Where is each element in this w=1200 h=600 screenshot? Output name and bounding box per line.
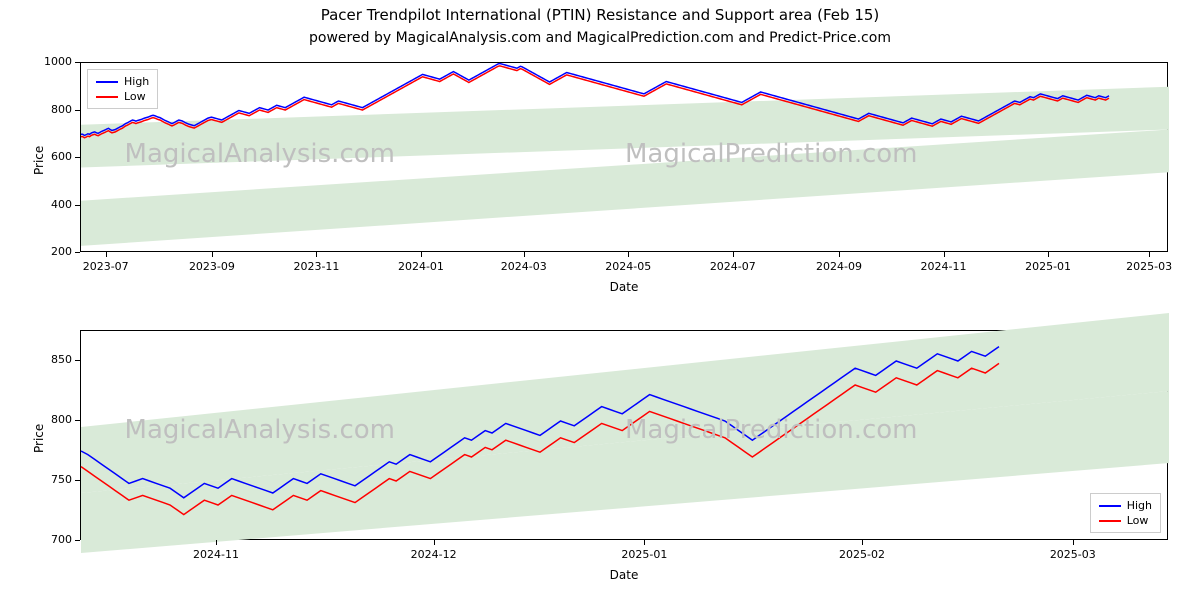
- top-chart-svg: [81, 63, 1169, 253]
- y-axis-label: Price: [32, 424, 46, 453]
- legend-swatch-high: [1099, 505, 1121, 507]
- x-tick-label: 2023-09: [189, 260, 235, 273]
- y-tick-label: 800: [32, 413, 72, 426]
- x-axis-label: Date: [80, 568, 1168, 582]
- x-tick-label: 2025-03: [1050, 548, 1096, 561]
- x-tick-label: 2025-03: [1126, 260, 1172, 273]
- y-tick-label: 800: [32, 103, 72, 116]
- legend-item-high: High: [1099, 498, 1152, 513]
- x-tick-label: 2024-05: [605, 260, 651, 273]
- x-tick-label: 2024-03: [501, 260, 547, 273]
- x-tick-label: 2024-07: [710, 260, 756, 273]
- top-chart-panel: MagicalAnalysis.com MagicalPrediction.co…: [80, 62, 1168, 252]
- x-tick-label: 2024-11: [193, 548, 239, 561]
- legend-label: Low: [1127, 514, 1149, 527]
- legend-bottom: High Low: [1090, 493, 1161, 533]
- bottom-chart-panel: MagicalAnalysis.com MagicalPrediction.co…: [80, 330, 1168, 540]
- x-tick-label: 2025-02: [839, 548, 885, 561]
- legend-item-low: Low: [96, 89, 149, 104]
- x-tick-label: 2024-12: [411, 548, 457, 561]
- y-tick-label: 700: [32, 533, 72, 546]
- legend-item-high: High: [96, 74, 149, 89]
- y-tick-label: 1000: [32, 55, 72, 68]
- legend-top: High Low: [87, 69, 158, 109]
- x-tick-label: 2023-11: [293, 260, 339, 273]
- chart-subtitle: powered by MagicalAnalysis.com and Magic…: [0, 30, 1200, 46]
- legend-item-low: Low: [1099, 513, 1152, 528]
- y-tick-label: 600: [32, 150, 72, 163]
- x-tick-label: 2024-11: [921, 260, 967, 273]
- figure: Pacer Trendpilot International (PTIN) Re…: [0, 0, 1200, 600]
- x-tick-label: 2024-09: [816, 260, 862, 273]
- x-axis-label: Date: [80, 280, 1168, 294]
- x-tick-label: 2025-01: [621, 548, 667, 561]
- x-tick-label: 2024-01: [398, 260, 444, 273]
- y-tick-label: 400: [32, 198, 72, 211]
- legend-label: High: [124, 75, 149, 88]
- bottom-chart-svg: [81, 331, 1169, 541]
- x-tick-label: 2023-07: [83, 260, 129, 273]
- chart-title: Pacer Trendpilot International (PTIN) Re…: [0, 6, 1200, 24]
- legend-swatch-high: [96, 81, 118, 83]
- y-tick-label: 850: [32, 353, 72, 366]
- y-tick-label: 200: [32, 245, 72, 258]
- legend-swatch-low: [1099, 520, 1121, 522]
- legend-label: High: [1127, 499, 1152, 512]
- y-tick-label: 750: [32, 473, 72, 486]
- x-tick-label: 2025-01: [1025, 260, 1071, 273]
- legend-swatch-low: [96, 96, 118, 98]
- legend-label: Low: [124, 90, 146, 103]
